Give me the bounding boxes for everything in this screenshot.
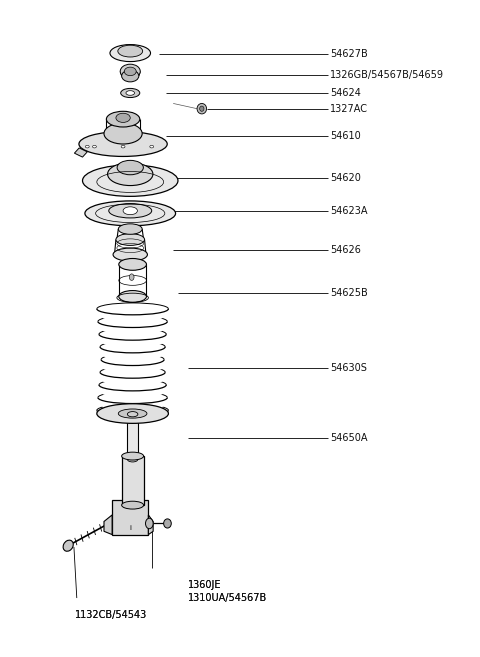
Text: 54623A: 54623A xyxy=(330,206,367,215)
Ellipse shape xyxy=(124,67,136,76)
Ellipse shape xyxy=(100,321,166,335)
Text: 54626: 54626 xyxy=(330,245,360,255)
Bar xyxy=(121,456,144,505)
Bar xyxy=(127,414,138,459)
Ellipse shape xyxy=(116,113,130,122)
Ellipse shape xyxy=(85,145,89,148)
Ellipse shape xyxy=(100,397,166,411)
Text: 54620: 54620 xyxy=(330,173,360,183)
Bar xyxy=(112,500,148,535)
Ellipse shape xyxy=(100,384,166,398)
Ellipse shape xyxy=(104,123,142,144)
Ellipse shape xyxy=(119,290,146,302)
Ellipse shape xyxy=(123,207,137,215)
Ellipse shape xyxy=(119,258,146,270)
Text: 1360JE: 1360JE xyxy=(188,580,221,590)
Text: 1310UA/54567B: 1310UA/54567B xyxy=(188,593,267,603)
Ellipse shape xyxy=(200,106,204,111)
Ellipse shape xyxy=(100,372,166,386)
Text: 54624: 54624 xyxy=(330,88,360,98)
Text: 54610: 54610 xyxy=(330,131,360,141)
Ellipse shape xyxy=(63,540,73,551)
Ellipse shape xyxy=(107,111,140,127)
Text: 54650A: 54650A xyxy=(330,433,367,443)
Ellipse shape xyxy=(116,234,144,246)
Text: 1132CB/54543: 1132CB/54543 xyxy=(75,610,148,620)
Ellipse shape xyxy=(110,45,151,62)
Text: 1360JE: 1360JE xyxy=(188,580,221,590)
Text: 1310UA/54567B: 1310UA/54567B xyxy=(188,593,267,603)
Ellipse shape xyxy=(121,70,139,82)
Ellipse shape xyxy=(97,404,168,423)
Ellipse shape xyxy=(79,131,167,156)
Ellipse shape xyxy=(197,103,206,114)
Polygon shape xyxy=(104,515,112,535)
Polygon shape xyxy=(148,515,153,535)
Text: 54627B: 54627B xyxy=(330,49,368,58)
Ellipse shape xyxy=(145,518,153,529)
Ellipse shape xyxy=(93,145,96,148)
Text: 54630S: 54630S xyxy=(330,363,367,373)
Ellipse shape xyxy=(121,145,125,148)
Ellipse shape xyxy=(127,411,138,417)
Ellipse shape xyxy=(120,89,140,97)
Ellipse shape xyxy=(108,163,153,185)
Ellipse shape xyxy=(85,201,176,226)
Ellipse shape xyxy=(120,64,140,79)
Ellipse shape xyxy=(118,45,143,57)
Text: 54625B: 54625B xyxy=(330,288,368,298)
Text: i: i xyxy=(129,525,131,531)
Ellipse shape xyxy=(100,308,166,322)
Ellipse shape xyxy=(109,204,152,218)
Ellipse shape xyxy=(100,334,166,348)
Text: 1326GB/54567B/54659: 1326GB/54567B/54659 xyxy=(330,70,444,79)
Ellipse shape xyxy=(121,501,144,509)
Ellipse shape xyxy=(100,346,166,360)
Text: 1132CB/54543: 1132CB/54543 xyxy=(75,610,148,620)
Ellipse shape xyxy=(127,457,138,462)
Ellipse shape xyxy=(129,274,134,281)
Ellipse shape xyxy=(113,248,147,261)
Polygon shape xyxy=(74,148,87,157)
Ellipse shape xyxy=(100,359,166,373)
Ellipse shape xyxy=(83,165,178,196)
Ellipse shape xyxy=(164,519,171,528)
Ellipse shape xyxy=(118,224,142,235)
Text: 1327AC: 1327AC xyxy=(330,104,368,114)
Ellipse shape xyxy=(150,145,154,148)
Ellipse shape xyxy=(126,91,134,95)
Ellipse shape xyxy=(121,452,144,460)
Ellipse shape xyxy=(117,160,144,175)
Ellipse shape xyxy=(118,409,147,418)
